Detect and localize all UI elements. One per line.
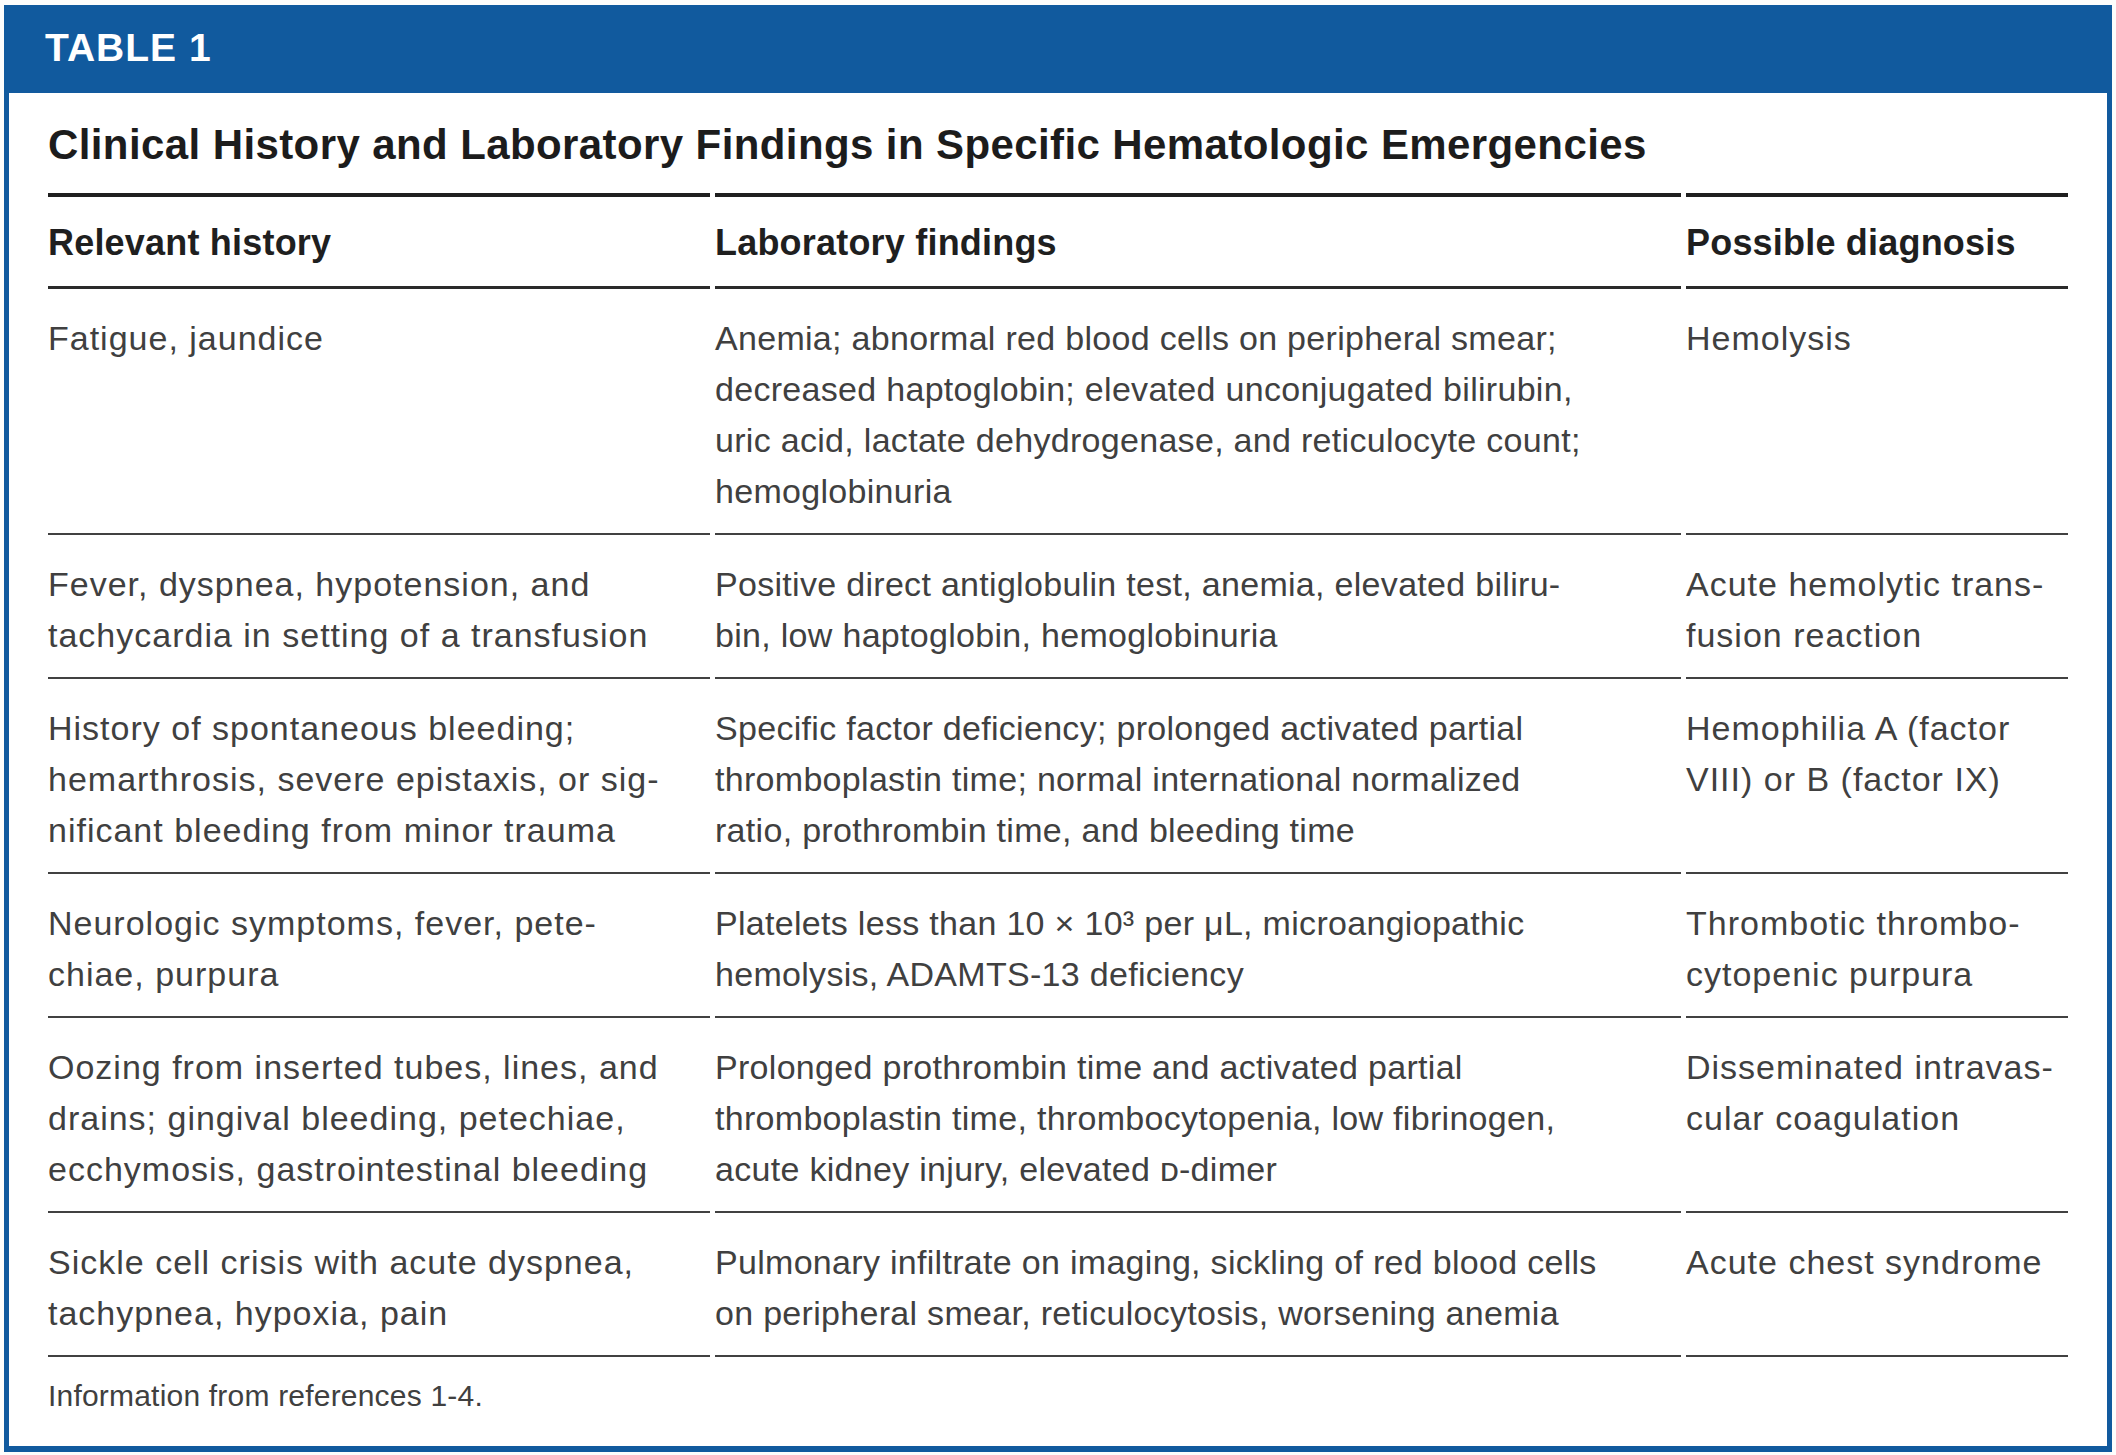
table-row: Fever, dyspnea, hypotension, and tachyca… xyxy=(48,535,2068,679)
cell-relevant-history: Fatigue, jaundice xyxy=(48,289,710,535)
table-number-label: TABLE 1 xyxy=(4,5,2112,91)
cell-possible-diagnosis: Disseminated intravas- cular coagulation xyxy=(1686,1018,2068,1213)
cell-laboratory-findings: Specific factor deficiency; prolonged ac… xyxy=(715,679,1681,874)
cell-laboratory-findings: Platelets less than 10 × 10³ per μL, mic… xyxy=(715,874,1681,1018)
cell-relevant-history: History of spontaneous bleeding; hemarth… xyxy=(48,679,710,874)
table-figure: TABLE 1 Clinical History and Laboratory … xyxy=(0,0,2116,1455)
cell-possible-diagnosis: Acute hemolytic trans- fusion reaction xyxy=(1686,535,2068,679)
table-row: Oozing from inserted tubes, lines, and d… xyxy=(48,1018,2068,1213)
table-title: Clinical History and Laboratory Findings… xyxy=(48,123,2068,167)
table-row: Sickle cell crisis with acute dyspnea, t… xyxy=(48,1213,2068,1357)
cell-laboratory-findings: Anemia; abnormal red blood cells on peri… xyxy=(715,289,1681,535)
table-frame: Clinical History and Laboratory Findings… xyxy=(4,93,2112,1452)
table-content: Clinical History and Laboratory Findings… xyxy=(48,123,2068,1413)
cell-laboratory-findings: Prolonged prothrombin time and activated… xyxy=(715,1018,1681,1213)
table-footnote: Information from references 1-4. xyxy=(48,1357,2068,1413)
table-row: Fatigue, jaundice Anemia; abnormal red b… xyxy=(48,289,2068,535)
cell-relevant-history: Neurologic symptoms, fever, pete- chiae,… xyxy=(48,874,710,1018)
table-header-row: Relevant history Laboratory findings Pos… xyxy=(48,197,2068,289)
column-header-possible-diagnosis: Possible diagnosis xyxy=(1686,197,2068,289)
cell-possible-diagnosis: Hemolysis xyxy=(1686,289,2068,535)
cell-relevant-history: Oozing from inserted tubes, lines, and d… xyxy=(48,1018,710,1213)
table-row: Neurologic symptoms, fever, pete- chiae,… xyxy=(48,874,2068,1018)
column-header-laboratory-findings: Laboratory findings xyxy=(715,197,1681,289)
cell-relevant-history: Fever, dyspnea, hypotension, and tachyca… xyxy=(48,535,710,679)
table-row: History of spontaneous bleeding; hemarth… xyxy=(48,679,2068,874)
cell-laboratory-findings: Pulmonary infiltrate on imaging, sicklin… xyxy=(715,1213,1681,1357)
table-number-banner: TABLE 1 xyxy=(4,5,2112,93)
column-header-relevant-history: Relevant history xyxy=(48,197,710,289)
cell-possible-diagnosis: Hemophilia A (factor VIII) or B (factor … xyxy=(1686,679,2068,874)
cell-possible-diagnosis: Acute chest syndrome xyxy=(1686,1213,2068,1357)
cell-laboratory-findings: Positive direct antiglobulin test, anemi… xyxy=(715,535,1681,679)
cell-relevant-history: Sickle cell crisis with acute dyspnea, t… xyxy=(48,1213,710,1357)
cell-possible-diagnosis: Thrombotic thrombo- cytopenic purpura xyxy=(1686,874,2068,1018)
